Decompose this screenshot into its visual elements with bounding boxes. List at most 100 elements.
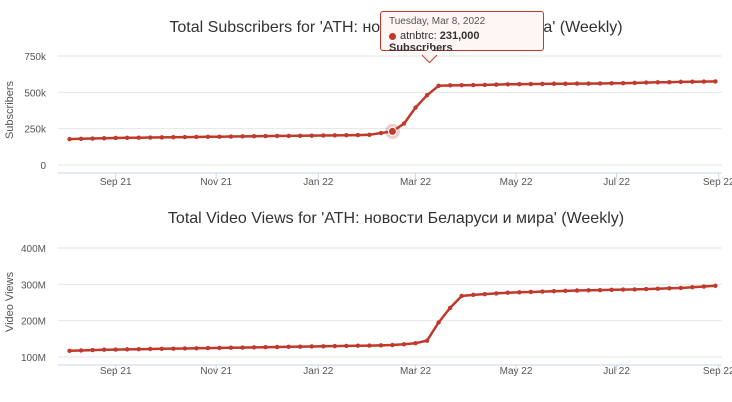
data-point xyxy=(90,347,95,353)
x-tick-label: May 22 xyxy=(500,366,533,377)
data-point xyxy=(471,292,476,298)
data-point xyxy=(309,344,314,349)
data-point xyxy=(632,287,637,292)
data-point xyxy=(240,134,245,139)
y-axis-label: Video Views xyxy=(4,271,16,332)
data-point xyxy=(344,343,349,349)
data-point xyxy=(217,345,222,351)
data-point xyxy=(667,286,672,291)
data-point xyxy=(678,79,684,85)
data-point xyxy=(540,289,545,294)
data-point xyxy=(597,287,603,293)
tooltip-series-dot-icon xyxy=(389,32,396,40)
highlight-point xyxy=(387,126,397,136)
y-tick-label: 100M xyxy=(21,353,46,364)
data-point xyxy=(540,81,545,87)
data-point xyxy=(505,290,511,295)
data-point xyxy=(263,344,268,350)
data-point xyxy=(309,133,314,138)
data-point xyxy=(194,134,199,140)
data-point xyxy=(228,345,234,350)
data-point xyxy=(298,133,303,138)
data-point xyxy=(286,344,291,350)
data-point xyxy=(494,291,499,296)
tooltip-value: 231,000 Subscribers xyxy=(389,30,480,55)
x-tick-label: Sep 22 xyxy=(703,366,732,377)
data-point xyxy=(482,82,487,88)
data-point xyxy=(321,344,326,349)
data-point xyxy=(620,80,626,86)
data-point xyxy=(90,136,95,141)
data-point xyxy=(667,79,672,85)
data-point xyxy=(424,338,430,343)
data-point xyxy=(505,82,511,87)
data-point xyxy=(563,288,568,294)
data-point xyxy=(413,105,418,110)
data-point xyxy=(655,80,660,85)
data-point xyxy=(217,134,222,139)
data-point xyxy=(344,133,349,138)
data-point xyxy=(182,134,188,140)
data-point xyxy=(424,93,430,98)
data-point xyxy=(644,286,649,292)
tooltip-series-name: atnbtrc: xyxy=(400,30,437,43)
x-tick-label: May 22 xyxy=(500,177,533,188)
y-tick-label: 500k xyxy=(24,88,47,99)
data-point xyxy=(701,284,707,289)
data-point xyxy=(528,81,534,87)
data-point xyxy=(136,135,141,140)
chart-panel-1: Total Subscribers for 'ATH: новости Бела… xyxy=(4,19,732,188)
data-point xyxy=(586,81,591,86)
data-point xyxy=(678,285,684,291)
data-point xyxy=(517,81,522,87)
data-point xyxy=(528,289,534,295)
data-point xyxy=(367,343,372,348)
x-tick-label: Jul 22 xyxy=(603,366,630,377)
data-point xyxy=(447,83,453,88)
data-point xyxy=(436,320,441,325)
data-point xyxy=(159,346,165,352)
y-tick-label: 250k xyxy=(24,125,47,136)
data-point xyxy=(136,346,141,352)
data-point xyxy=(125,347,130,352)
data-point xyxy=(574,81,580,86)
data-point xyxy=(378,130,384,136)
chart-title: Total Video Views for 'ATH: новости Бела… xyxy=(168,210,624,227)
data-point xyxy=(205,134,211,140)
data-point xyxy=(644,80,649,85)
data-point xyxy=(101,347,107,352)
data-point xyxy=(586,288,591,293)
x-tick-label: Jul 22 xyxy=(603,177,630,188)
data-point xyxy=(401,342,407,347)
y-tick-label: 750k xyxy=(24,52,47,63)
data-point xyxy=(713,283,718,288)
data-point xyxy=(459,293,464,299)
data-point xyxy=(321,133,326,138)
data-point xyxy=(655,286,660,291)
data-point xyxy=(517,290,522,295)
data-point xyxy=(182,346,188,351)
data-point xyxy=(251,134,257,139)
data-point xyxy=(171,135,176,140)
data-point xyxy=(274,133,280,139)
data-point xyxy=(67,348,72,354)
x-tick-label: Sep 21 xyxy=(100,366,132,377)
y-axis-label: Subscribers xyxy=(4,80,16,139)
data-point xyxy=(78,136,84,142)
x-tick-label: Jan 22 xyxy=(303,366,333,377)
data-point xyxy=(125,135,130,141)
data-point xyxy=(78,348,84,353)
data-point xyxy=(471,82,476,88)
data-point xyxy=(332,343,338,349)
data-point xyxy=(101,136,107,141)
data-point xyxy=(609,81,614,86)
data-point xyxy=(240,345,245,350)
x-tick-label: Mar 22 xyxy=(400,366,432,377)
data-point xyxy=(459,83,464,88)
y-tick-label: 300M xyxy=(21,280,46,291)
data-point xyxy=(274,344,280,350)
data-point xyxy=(148,346,153,352)
data-point xyxy=(620,287,626,292)
chart-panel-2: Total Video Views for 'ATH: новости Бела… xyxy=(4,210,732,377)
